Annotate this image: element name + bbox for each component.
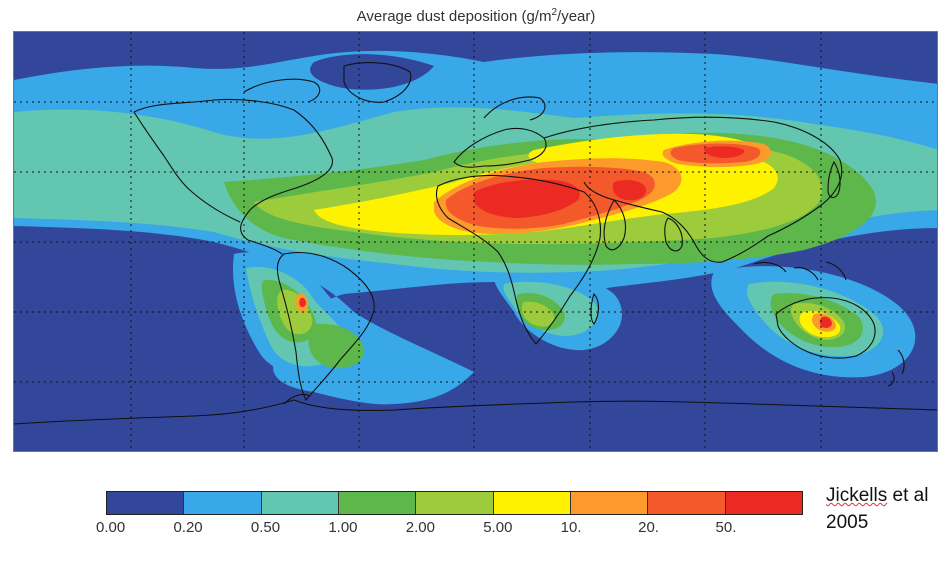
- colorbar-swatch: [338, 492, 417, 514]
- colorbar-tick-label: 10.: [560, 519, 582, 536]
- citation: Jickells et al 2005: [826, 482, 928, 536]
- map-graticule: [14, 32, 937, 451]
- colorbar-tick-label: 2.00: [405, 519, 435, 536]
- colorbar-swatch: [648, 492, 726, 514]
- colorbar-tick-label: 20.: [638, 519, 659, 536]
- colorbar-tick-label: 5.00: [483, 519, 513, 536]
- colorbar-tick-label: 0.20: [173, 519, 203, 536]
- citation-year: 2005: [826, 512, 869, 533]
- colorbar-swatch: [107, 492, 185, 514]
- colorbar-swatch: [493, 492, 571, 514]
- colorbar-swatch: [184, 492, 262, 514]
- colorbar-swatch: [416, 492, 494, 514]
- colorbar-swatch: [570, 492, 649, 514]
- colorbar: [106, 491, 803, 515]
- citation-author: Jickells: [826, 485, 888, 506]
- coastlines: [14, 62, 937, 425]
- colorbar-tick-label: 0.50: [250, 519, 281, 536]
- dust-band-50: [299, 146, 832, 328]
- colorbar-tick-label: 1.00: [328, 519, 358, 536]
- colorbar-swatch: [261, 492, 339, 514]
- dust-deposition-map: [13, 31, 938, 452]
- citation-etal: et al: [887, 485, 929, 506]
- map-title: Average dust deposition (g/m2/year): [356, 7, 596, 25]
- colorbar-tick-label: 50.: [715, 519, 737, 536]
- colorbar-swatch: [725, 492, 802, 514]
- colorbar-tick-label: 0.00: [96, 519, 126, 536]
